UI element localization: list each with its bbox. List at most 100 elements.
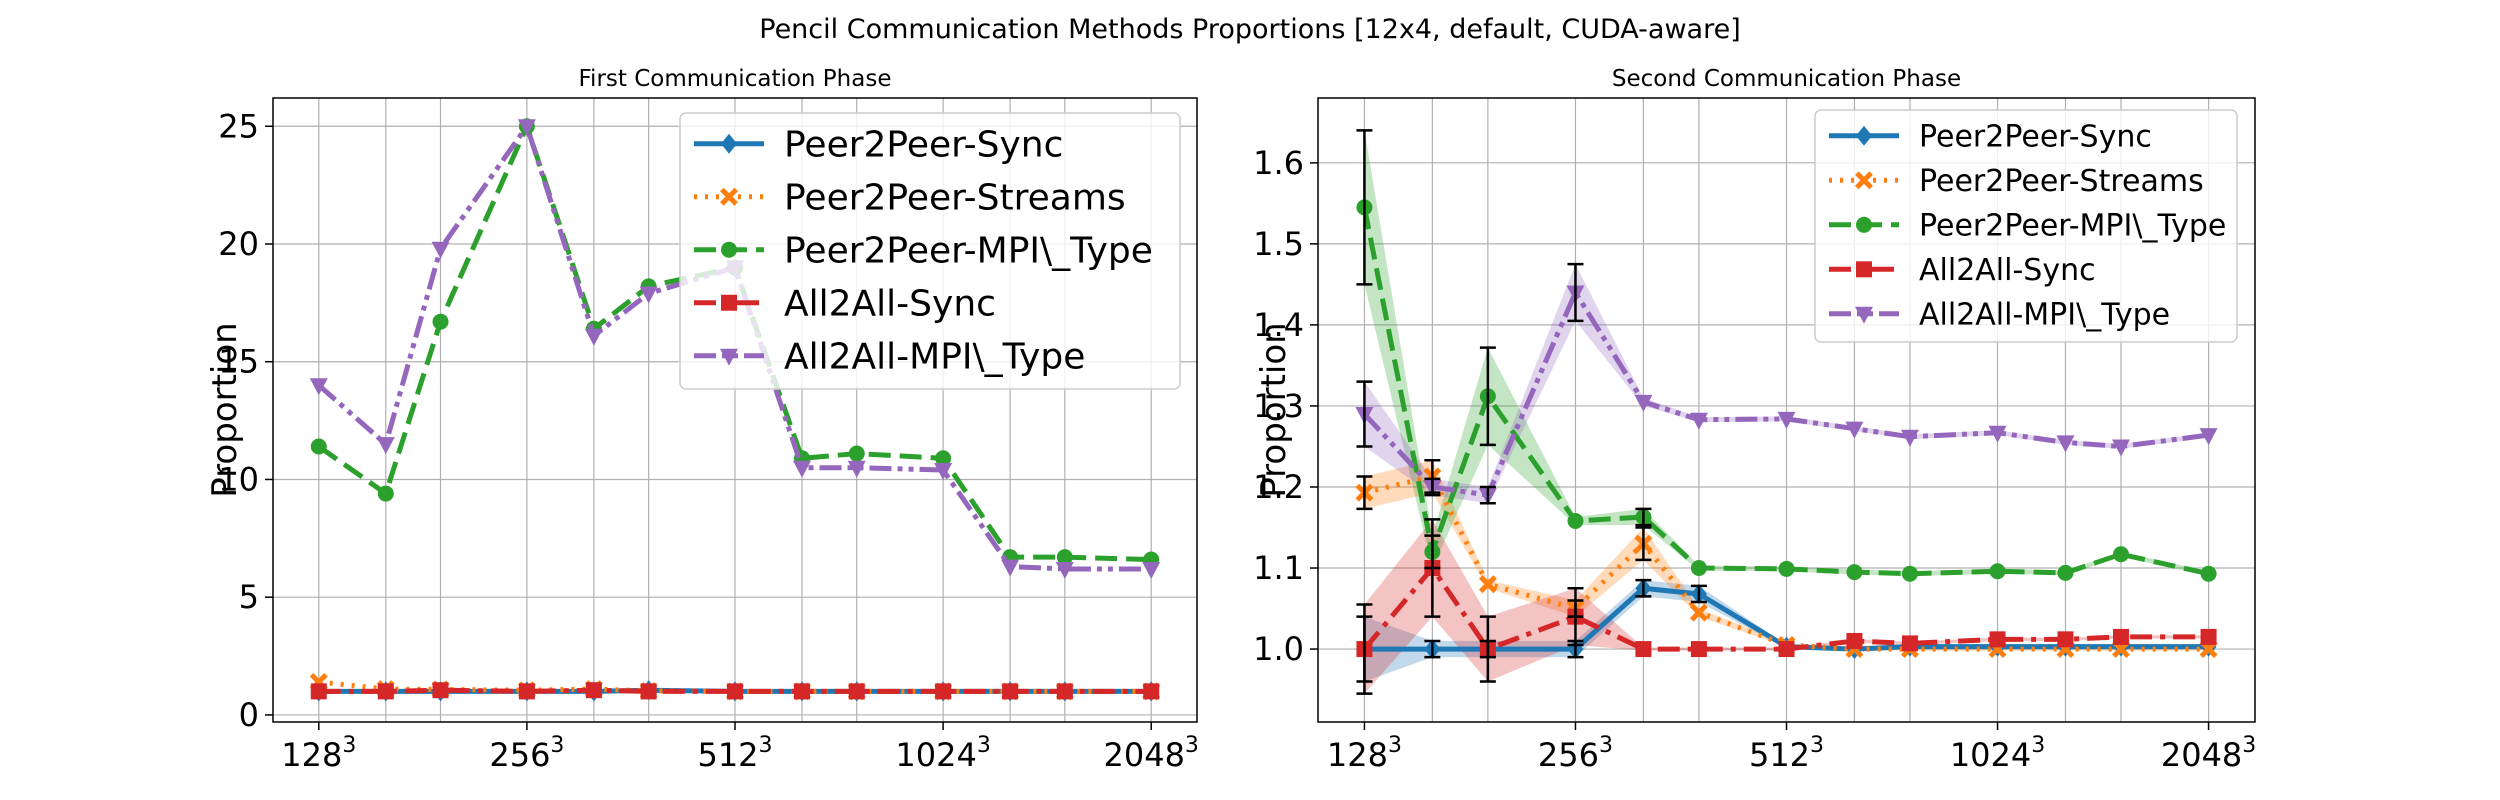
y-tick-label: 5 bbox=[239, 578, 259, 616]
error-bar bbox=[1424, 477, 1441, 497]
legend-item-peer2peer-sync: Peer2Peer-Sync bbox=[694, 125, 1063, 166]
data-point bbox=[1142, 561, 1161, 579]
y-tick-label: 1.5 bbox=[1253, 225, 1304, 263]
data-point bbox=[1989, 563, 2006, 580]
series-all2all-sync bbox=[310, 682, 1160, 700]
error-bar bbox=[1635, 578, 1652, 598]
y-tick-label: 1.2 bbox=[1253, 468, 1304, 506]
legend-label: Peer2Peer-Sync bbox=[1919, 120, 2152, 155]
data-point bbox=[585, 682, 602, 699]
data-point bbox=[1567, 513, 1584, 530]
data-point bbox=[848, 683, 865, 700]
y-tick-label: 1.1 bbox=[1253, 549, 1304, 587]
legend-item-all2all-sync: All2All-Sync bbox=[1829, 253, 2096, 288]
data-point bbox=[1056, 683, 1073, 700]
y-tick-label: 0 bbox=[239, 696, 259, 734]
data-point bbox=[1988, 425, 2007, 443]
data-point bbox=[431, 241, 450, 259]
error-bar bbox=[1635, 507, 1652, 527]
data-point bbox=[2200, 565, 2217, 582]
data-point bbox=[1689, 603, 1708, 622]
data-point bbox=[1055, 561, 1074, 579]
data-point bbox=[310, 683, 327, 700]
data-point bbox=[848, 445, 865, 462]
data-point bbox=[1846, 564, 1863, 581]
y-tick-label: 1.4 bbox=[1253, 306, 1304, 344]
legend-marker bbox=[1856, 125, 1872, 146]
x-tick-label: 2563 bbox=[1538, 733, 1613, 774]
legend-marker bbox=[1856, 216, 1872, 233]
data-point bbox=[1478, 575, 1497, 594]
legend-marker bbox=[721, 294, 737, 311]
legend: Peer2Peer-Sync Peer2Peer-Streams Peer2Peer… bbox=[679, 112, 1181, 390]
axes-frame bbox=[1317, 97, 2256, 723]
error-bar bbox=[1424, 639, 1441, 659]
data-point bbox=[1778, 641, 1795, 658]
data-point bbox=[432, 682, 449, 699]
legend-label: Peer2Peer-MPI\_Type bbox=[1919, 209, 2226, 244]
legend-item-all2all-mpi-type: All2All-MPI\_Type bbox=[1829, 298, 2170, 333]
data-point bbox=[1777, 411, 1796, 429]
x-tick-sup: 3 bbox=[2031, 733, 2045, 758]
legend-label: All2All-Sync bbox=[784, 284, 996, 325]
legend-marker bbox=[1855, 306, 1873, 324]
x-tick-label: 20483 bbox=[1103, 733, 1198, 774]
error-bar bbox=[1567, 587, 1584, 647]
data-point bbox=[1901, 565, 1918, 582]
x-tick-label: 2563 bbox=[489, 733, 564, 774]
data-point bbox=[1846, 632, 1863, 649]
y-tick-label: 1.3 bbox=[1253, 387, 1304, 425]
figure-title: Pencil Communication Methods Proportions… bbox=[759, 14, 1741, 45]
y-tick-label: 25 bbox=[218, 107, 259, 145]
data-point bbox=[727, 683, 743, 700]
x-tick-base: 256 bbox=[1538, 736, 1599, 774]
x-tick-base: 512 bbox=[1749, 736, 1810, 774]
x-tick-sup: 3 bbox=[550, 733, 564, 758]
error-bar bbox=[1479, 346, 1496, 447]
data-point bbox=[2057, 564, 2074, 581]
y-tick-label: 1.6 bbox=[1253, 144, 1304, 182]
legend-item-all2all-mpi-type: All2All-MPI\_Type bbox=[694, 337, 1085, 378]
legend-label: All2All-MPI\_Type bbox=[784, 337, 1085, 378]
legend-item-peer2peer-sync: Peer2Peer-Sync bbox=[1829, 120, 2152, 155]
x-tick-sup: 3 bbox=[342, 733, 356, 758]
x-tick-base: 512 bbox=[697, 736, 758, 774]
data-point bbox=[1989, 631, 2006, 648]
data-point bbox=[2199, 428, 2218, 446]
x-tick-sup: 3 bbox=[2242, 733, 2256, 758]
data-point bbox=[1778, 560, 1795, 577]
x-tick-label: 5123 bbox=[1749, 733, 1824, 774]
x-tick-sup: 3 bbox=[1388, 733, 1402, 758]
data-point bbox=[1900, 429, 1919, 447]
x-tick-label: 20483 bbox=[2161, 733, 2256, 774]
legend-label: Peer2Peer-Streams bbox=[784, 178, 1126, 219]
error-band-all2all-sync bbox=[1364, 519, 2209, 694]
data-point bbox=[310, 438, 327, 455]
x-tick-sup: 3 bbox=[759, 733, 773, 758]
legend-marker bbox=[720, 348, 738, 366]
x-tick-base: 128 bbox=[1327, 736, 1388, 774]
legend-item-peer2peer-streams: Peer2Peer-Streams bbox=[694, 178, 1126, 219]
x-tick-label: 10243 bbox=[1950, 733, 2045, 774]
x-tick-base: 1024 bbox=[1950, 736, 2031, 774]
x-tick-base: 2048 bbox=[2161, 736, 2242, 774]
error-bar bbox=[1479, 615, 1496, 683]
y-tick-label: 20 bbox=[218, 225, 259, 263]
data-point bbox=[934, 463, 953, 481]
data-point bbox=[1635, 641, 1652, 658]
legend: Peer2Peer-Sync Peer2Peer-Streams Peer2Peer… bbox=[1814, 109, 2238, 343]
data-point bbox=[2200, 628, 2217, 645]
data-point bbox=[639, 286, 658, 304]
legend-label: Peer2Peer-Sync bbox=[784, 125, 1063, 166]
error-bar bbox=[1479, 485, 1496, 505]
x-tick-base: 256 bbox=[489, 736, 550, 774]
error-bar bbox=[1356, 380, 1373, 448]
error-bar bbox=[1567, 262, 1584, 323]
legend-box bbox=[679, 112, 1181, 390]
data-point bbox=[1002, 683, 1019, 700]
error-bar bbox=[1690, 584, 1707, 604]
error-bar bbox=[1356, 603, 1373, 695]
x-tick-base: 2048 bbox=[1103, 736, 1184, 774]
